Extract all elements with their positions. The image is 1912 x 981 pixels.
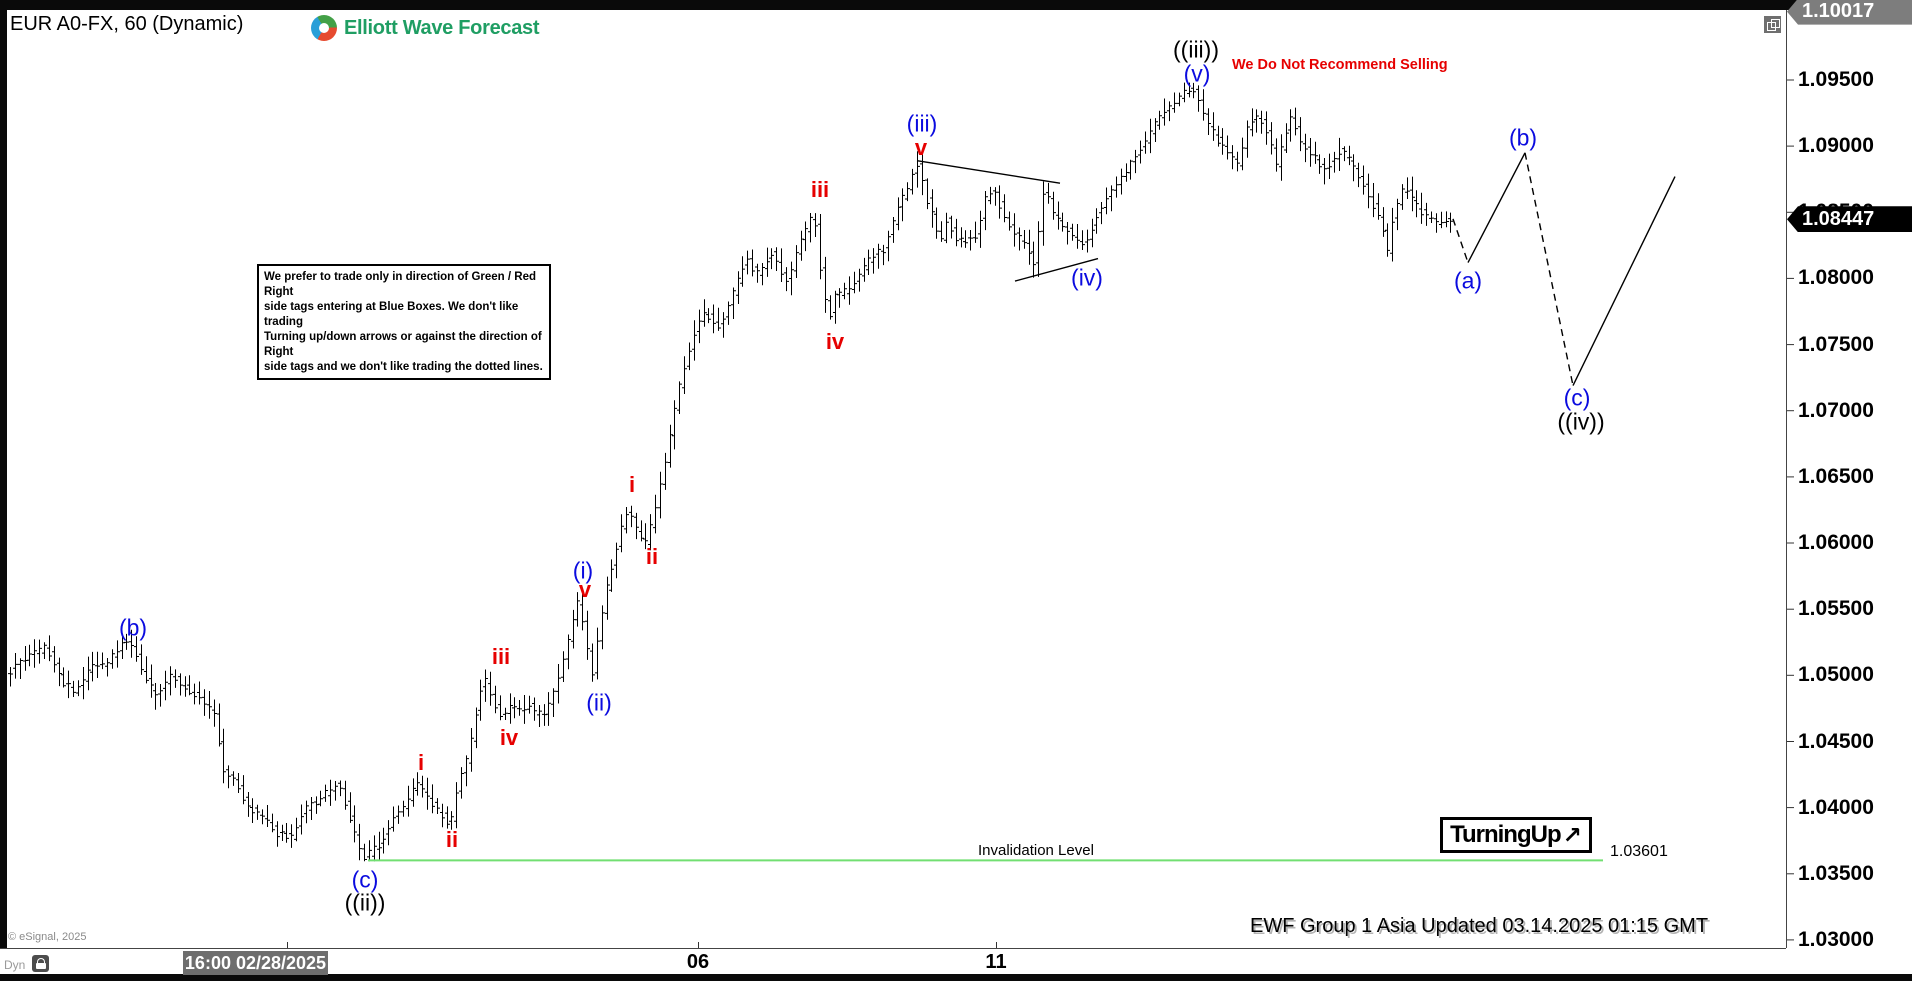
wave-label-ii-2: ((ii)) [344, 889, 386, 916]
trading-note-line-1: We prefer to trade only in direction of … [264, 271, 536, 298]
frame-left [0, 10, 7, 948]
price-tick-label-1.07500: 1.07500 [1798, 332, 1874, 356]
esignal-copyright: © eSignal, 2025 [8, 931, 87, 943]
top-price-tag: 1.10017 [1787, 0, 1912, 25]
recommendation-warning: We Do Not Recommend Selling [1232, 57, 1448, 73]
price-tick-label-1.03500: 1.03500 [1798, 861, 1874, 885]
wave-label-iii-17: ((iii)) [1173, 36, 1219, 63]
price-tick-label-1.03000: 1.03000 [1798, 927, 1874, 951]
wave-label-ii-4: ii [445, 827, 459, 852]
brand-logo-text: Elliott Wave Forecast [344, 16, 540, 39]
wave-label-i-7: (i) [572, 557, 594, 584]
trendline-1 [1014, 257, 1099, 282]
axis-ticks [287, 79, 1794, 948]
trendline-0 [916, 160, 1061, 184]
wave-label-iv-16: (iv) [1071, 264, 1103, 291]
price-tick-label-1.09000: 1.09000 [1798, 134, 1874, 158]
elliott-wave-logo-icon [311, 15, 337, 41]
price-tick-label-1.04500: 1.04500 [1798, 729, 1874, 753]
brand-logo: Elliott Wave Forecast [311, 15, 540, 41]
price-tick-label-1.05500: 1.05500 [1798, 597, 1874, 621]
wave-label-i-10: i [628, 472, 636, 497]
date-tag: 16:00 02/28/2025 [183, 951, 328, 975]
projection-segment-0 [1452, 218, 1469, 263]
wave-label-iv-22: ((iv)) [1557, 408, 1605, 435]
price-tick-label-1.05000: 1.05000 [1798, 663, 1874, 687]
invalidation-level-label: Invalidation Level [978, 842, 1094, 859]
turning-up-label: TurningUp [1450, 821, 1562, 848]
time-tick-label-06: 06 [686, 951, 710, 973]
current-price-tag: 1.08447 [1787, 206, 1912, 233]
price-tick-label-1.04000: 1.04000 [1798, 795, 1874, 819]
turn-up-arrow-icon: ↗ [1562, 821, 1582, 848]
invalidation-level-value: 1.03601 [1610, 843, 1668, 860]
wave-label-c-1: (c) [351, 866, 379, 893]
time-tick-label-11: 11 [985, 951, 1007, 973]
trading-note-line-2: side tags entering at Blue Boxes. We don… [264, 301, 519, 328]
frame-top [0, 0, 1912, 10]
update-note: EWF Group 1 Asia Updated 03.14.2025 01:1… [1250, 915, 1709, 937]
price-tick-label-1.06000: 1.06000 [1798, 531, 1874, 554]
wave-label-v-8: v [578, 577, 592, 602]
projection-segment-3 [1572, 176, 1676, 386]
wave-label-i-3: i [417, 750, 425, 775]
price-tick-label-1.06500: 1.06500 [1798, 464, 1874, 488]
wave-label-b-20: (b) [1508, 124, 1538, 151]
turning-up-signal-box: TurningUp ↗ [1440, 817, 1592, 853]
annotation-lines [916, 152, 1676, 386]
projection-segment-1 [1467, 152, 1526, 263]
wave-label-b-0: (b) [118, 614, 148, 641]
wave-label-a-19: (a) [1453, 267, 1483, 294]
price-tick-label-1.09500: 1.09500 [1798, 68, 1874, 91]
restore-window-icon[interactable] [1764, 16, 1781, 33]
wave-label-v-15: v [914, 135, 928, 160]
price-tick-label-1.07000: 1.07000 [1798, 398, 1874, 422]
projection-segment-2 [1524, 152, 1574, 386]
dyn-status-label: Dyn [4, 958, 26, 972]
wave-label-iii-5: iii [491, 644, 511, 669]
trading-note-line-3: Turning up/down arrows or against the di… [264, 331, 542, 358]
price-bars [8, 82, 1453, 862]
wave-label-iii-12: iii [810, 177, 830, 202]
wave-label-iv-13: iv [825, 329, 845, 354]
wave-label-ii-11: ii [645, 544, 659, 569]
lock-icon[interactable] [32, 955, 49, 972]
symbol-title: EUR A0-FX, 60 (Dynamic) [10, 13, 244, 35]
price-tick-label-1.08000: 1.08000 [1798, 266, 1874, 290]
wave-label-ii-9: (ii) [586, 689, 612, 716]
frame-bottom [0, 974, 1912, 981]
wave-label-v-18: (v) [1183, 60, 1211, 87]
trading-note-box: We prefer to trade only in direction of … [257, 264, 551, 380]
wave-label-c-21: (c) [1563, 384, 1591, 411]
wave-label-iv-6: iv [499, 725, 519, 750]
wave-label-iii-14: (iii) [906, 110, 938, 137]
trading-note-line-4: side tags and we don't like trading the … [264, 361, 543, 373]
